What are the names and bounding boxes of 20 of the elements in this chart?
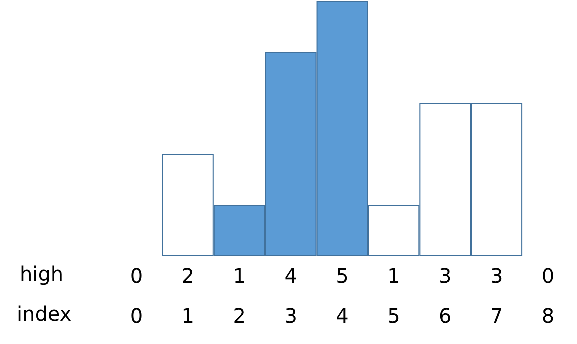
data-label: 0: [130, 264, 144, 288]
x-tick-label: 2: [233, 304, 246, 328]
x-tick-label: 3: [284, 304, 298, 328]
x-tick-label: 7: [490, 304, 504, 328]
data-label: 5: [336, 264, 349, 288]
x-tick-label: 6: [439, 304, 452, 328]
x-tick-label: 5: [388, 304, 400, 328]
data-label: 2: [182, 264, 195, 288]
x-tick-label: 4: [336, 304, 349, 328]
data-label: 3: [439, 264, 452, 288]
data-label: 1: [233, 264, 246, 288]
x-tick-label: 1: [182, 304, 195, 328]
x-tick-label: 0: [130, 304, 144, 328]
data-label: 3: [490, 264, 504, 288]
y-axis-title: high: [20, 262, 64, 286]
data-label: 1: [388, 264, 400, 288]
data-label: 4: [284, 264, 298, 288]
x-axis-title: index: [17, 302, 72, 326]
x-tick-label: 8: [542, 304, 555, 328]
data-label: 0: [542, 264, 555, 288]
